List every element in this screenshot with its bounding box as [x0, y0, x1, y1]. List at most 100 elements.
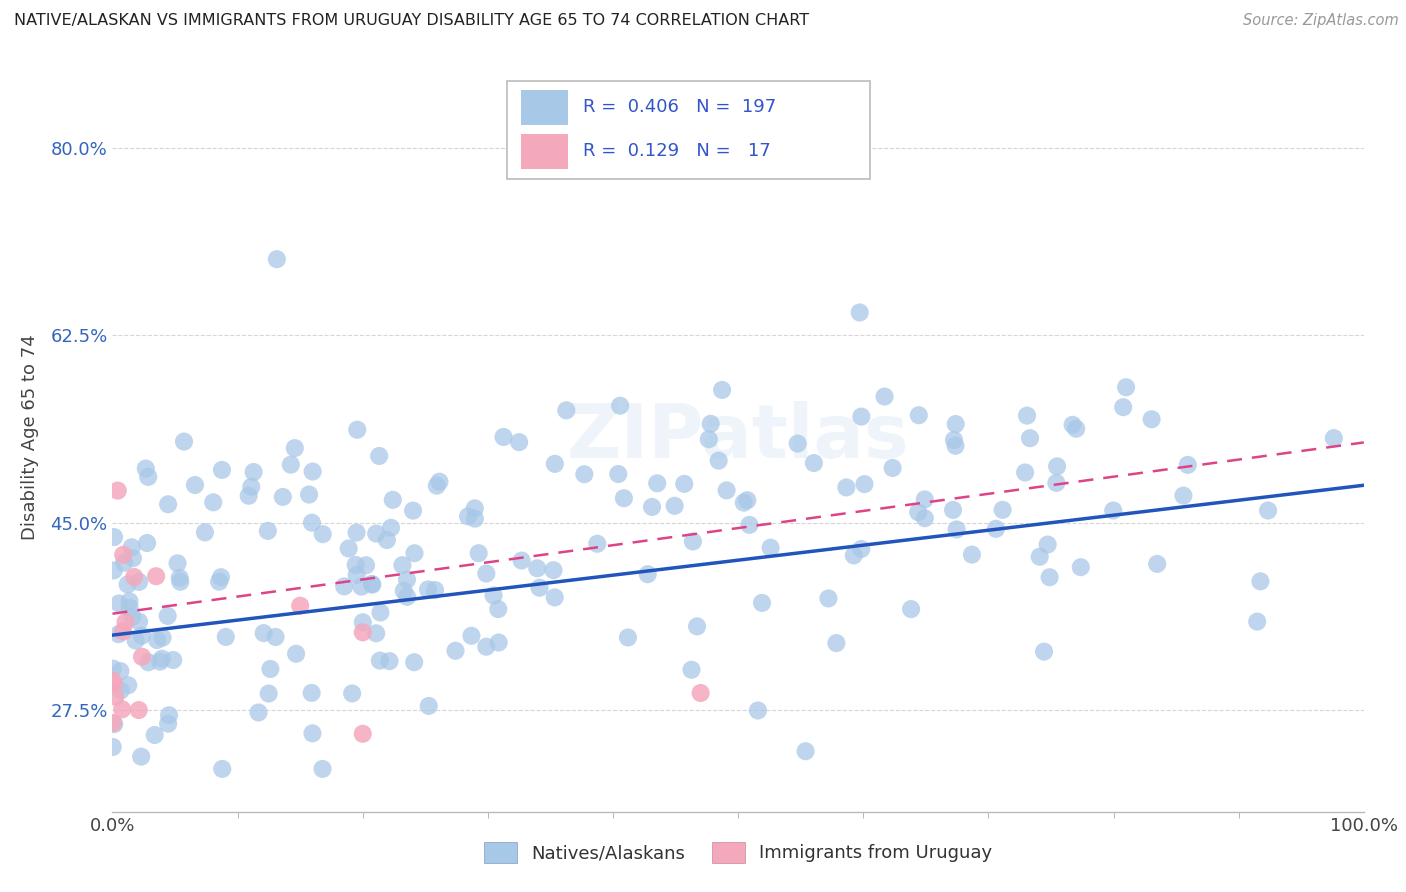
- Natives/Alaskans: [312, 527, 335, 541]
- Natives/Alaskans: [375, 533, 398, 547]
- Natives/Alaskans: [361, 577, 384, 591]
- Natives/Alaskans: [803, 456, 825, 470]
- Natives/Alaskans: [368, 449, 391, 463]
- Natives/Alaskans: [1140, 412, 1163, 426]
- Natives/Alaskans: [942, 433, 965, 447]
- Natives/Alaskans: [733, 495, 755, 509]
- Natives/Alaskans: [344, 558, 367, 572]
- Immigrants from Uruguay: [689, 686, 711, 700]
- Natives/Alaskans: [825, 636, 848, 650]
- Natives/Alaskans: [464, 511, 486, 525]
- Natives/Alaskans: [215, 630, 238, 644]
- Natives/Alaskans: [907, 408, 929, 422]
- Natives/Alaskans: [945, 417, 967, 431]
- Natives/Alaskans: [641, 500, 664, 514]
- Natives/Alaskans: [416, 582, 439, 597]
- Immigrants from Uruguay: [114, 615, 136, 629]
- Natives/Alaskans: [211, 463, 233, 477]
- Natives/Alaskans: [697, 432, 720, 446]
- Natives/Alaskans: [166, 557, 188, 571]
- Natives/Alaskans: [751, 596, 773, 610]
- Natives/Alaskans: [301, 516, 323, 530]
- Text: ZIPatlas: ZIPatlas: [567, 401, 910, 474]
- Natives/Alaskans: [1115, 380, 1137, 394]
- Natives/Alaskans: [346, 568, 368, 582]
- Natives/Alaskans: [873, 390, 896, 404]
- Text: Source: ZipAtlas.com: Source: ZipAtlas.com: [1243, 13, 1399, 29]
- Natives/Alaskans: [737, 493, 759, 508]
- Natives/Alaskans: [194, 525, 217, 540]
- Natives/Alaskans: [851, 541, 873, 556]
- Natives/Alaskans: [360, 577, 382, 591]
- Natives/Alaskans: [429, 475, 451, 489]
- Natives/Alaskans: [1246, 615, 1268, 629]
- Natives/Alaskans: [378, 654, 401, 668]
- Natives/Alaskans: [157, 708, 180, 723]
- Natives/Alaskans: [664, 499, 686, 513]
- Natives/Alaskans: [673, 476, 696, 491]
- Natives/Alaskans: [370, 606, 392, 620]
- Natives/Alaskans: [146, 633, 169, 648]
- Natives/Alaskans: [418, 698, 440, 713]
- Natives/Alaskans: [395, 573, 418, 587]
- Natives/Alaskans: [135, 461, 157, 475]
- Natives/Alaskans: [423, 582, 446, 597]
- Natives/Alaskans: [392, 583, 415, 598]
- Natives/Alaskans: [121, 541, 143, 555]
- Natives/Alaskans: [298, 487, 321, 501]
- Natives/Alaskans: [396, 590, 419, 604]
- Natives/Alaskans: [510, 553, 533, 567]
- Natives/Alaskans: [1257, 503, 1279, 517]
- Natives/Alaskans: [842, 549, 865, 563]
- Natives/Alaskans: [162, 653, 184, 667]
- Natives/Alaskans: [346, 423, 368, 437]
- Immigrants from Uruguay: [145, 569, 167, 583]
- Immigrants from Uruguay: [128, 703, 150, 717]
- Natives/Alaskans: [266, 252, 288, 267]
- Immigrants from Uruguay: [107, 483, 129, 498]
- Natives/Alaskans: [716, 483, 738, 498]
- Natives/Alaskans: [240, 480, 263, 494]
- Natives/Alaskans: [1039, 570, 1062, 584]
- Natives/Alaskans: [285, 647, 308, 661]
- Immigrants from Uruguay: [352, 625, 374, 640]
- Immigrants from Uruguay: [104, 690, 127, 704]
- Natives/Alaskans: [1028, 549, 1050, 564]
- Natives/Alaskans: [738, 517, 761, 532]
- Natives/Alaskans: [368, 654, 391, 668]
- Natives/Alaskans: [613, 491, 636, 506]
- Natives/Alaskans: [301, 726, 323, 740]
- Natives/Alaskans: [486, 602, 509, 616]
- Natives/Alaskans: [475, 640, 498, 654]
- Natives/Alaskans: [169, 574, 191, 589]
- Natives/Alaskans: [131, 629, 153, 643]
- Immigrants from Uruguay: [101, 715, 124, 730]
- Natives/Alaskans: [1177, 458, 1199, 472]
- Natives/Alaskans: [354, 558, 377, 573]
- Immigrants from Uruguay: [103, 677, 125, 691]
- Natives/Alaskans: [333, 579, 356, 593]
- Natives/Alaskans: [184, 478, 207, 492]
- Natives/Alaskans: [169, 571, 191, 585]
- Natives/Alaskans: [482, 589, 505, 603]
- Natives/Alaskans: [945, 523, 967, 537]
- Natives/Alaskans: [1112, 400, 1135, 414]
- Natives/Alaskans: [311, 762, 333, 776]
- Natives/Alaskans: [1014, 466, 1036, 480]
- Natives/Alaskans: [242, 465, 264, 479]
- Natives/Alaskans: [907, 505, 929, 519]
- Natives/Alaskans: [960, 548, 983, 562]
- Natives/Alaskans: [1033, 644, 1056, 658]
- Natives/Alaskans: [681, 663, 703, 677]
- Natives/Alaskans: [1045, 475, 1067, 490]
- Natives/Alaskans: [238, 489, 260, 503]
- Natives/Alaskans: [271, 490, 294, 504]
- Natives/Alaskans: [851, 409, 873, 424]
- Natives/Alaskans: [136, 470, 159, 484]
- Immigrants from Uruguay: [101, 673, 124, 688]
- Natives/Alaskans: [284, 441, 307, 455]
- Natives/Alaskans: [786, 436, 808, 450]
- Natives/Alaskans: [759, 541, 782, 555]
- Natives/Alaskans: [143, 728, 166, 742]
- Natives/Alaskans: [337, 541, 360, 556]
